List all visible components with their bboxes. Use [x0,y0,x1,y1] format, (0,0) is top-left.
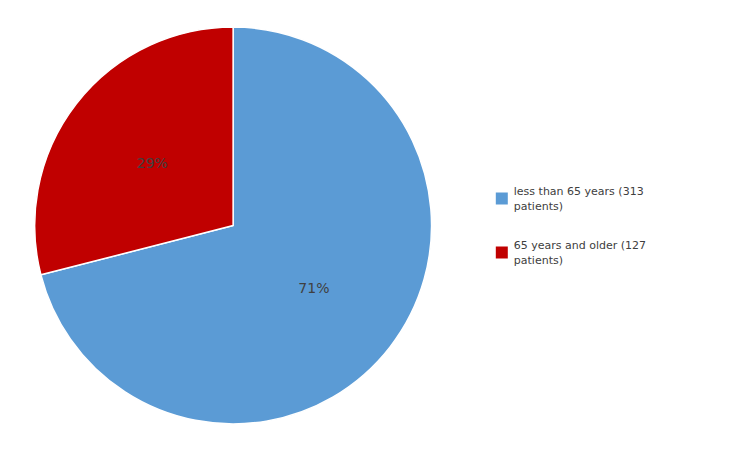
svg-text:29%: 29% [137,155,168,171]
svg-text:patients): patients) [514,200,563,213]
svg-text:less than 65 years (313: less than 65 years (313 [514,185,644,198]
svg-text:65 years and older (127: 65 years and older (127 [514,239,646,252]
svg-text:patients): patients) [514,254,563,267]
svg-text:71%: 71% [298,280,329,296]
